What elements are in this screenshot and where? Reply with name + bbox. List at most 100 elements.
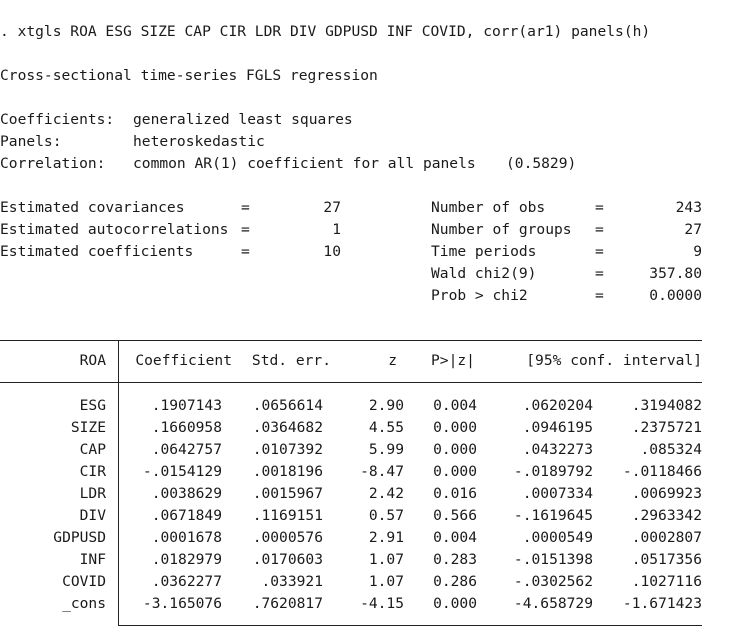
row-variable: INF bbox=[79, 551, 106, 568]
row-ci-low: -.0151398 bbox=[513, 551, 593, 568]
command-line: . xtgls ROA ESG SIZE CAP CIR LDR DIV GDP… bbox=[0, 23, 651, 40]
panels-value: heteroskedastic bbox=[133, 133, 265, 150]
row-std-err: .033921 bbox=[261, 573, 323, 590]
row-p-value: 0.283 bbox=[433, 551, 477, 568]
row-z: 2.42 bbox=[368, 485, 404, 502]
right-stat-eq: = bbox=[595, 221, 604, 238]
row-std-err: .0107392 bbox=[252, 441, 323, 458]
row-std-err: .0015967 bbox=[252, 485, 323, 502]
row-variable: CAP bbox=[79, 441, 106, 458]
left-stat-label: Estimated covariances bbox=[0, 199, 185, 216]
left-stat-label: Estimated autocorrelations bbox=[0, 221, 229, 238]
row-coefficient: .0642757 bbox=[151, 441, 222, 458]
row-std-err: .0018196 bbox=[252, 463, 323, 480]
row-z: -8.47 bbox=[360, 463, 404, 480]
row-ci-high: .3194082 bbox=[631, 397, 702, 414]
row-std-err: .0656614 bbox=[252, 397, 323, 414]
row-coefficient: .0362277 bbox=[151, 573, 222, 590]
row-variable: LDR bbox=[79, 485, 106, 502]
row-p-value: 0.004 bbox=[433, 397, 477, 414]
left-stat-value: 27 bbox=[323, 199, 341, 216]
row-coefficient: .1660958 bbox=[151, 419, 222, 436]
right-stat-label: Number of obs bbox=[431, 199, 546, 216]
row-std-err: .1169151 bbox=[252, 507, 323, 524]
row-z: 5.99 bbox=[368, 441, 404, 458]
row-p-value: 0.004 bbox=[433, 529, 477, 546]
right-stat-value: 357.80 bbox=[649, 265, 702, 282]
row-ci-low: -.0302562 bbox=[513, 573, 593, 590]
row-coefficient: .0038629 bbox=[151, 485, 222, 502]
right-stat-label: Wald chi2(9) bbox=[431, 265, 537, 282]
row-coefficient: -3.165076 bbox=[142, 595, 222, 612]
row-p-value: 0.016 bbox=[433, 485, 477, 502]
row-p-value: 0.000 bbox=[433, 595, 477, 612]
right-stat-value: 27 bbox=[684, 221, 702, 238]
row-ci-low: .0946195 bbox=[522, 419, 593, 436]
row-z: 1.07 bbox=[368, 551, 404, 568]
row-ci-high: .0002807 bbox=[631, 529, 702, 546]
row-ci-high: .2963342 bbox=[631, 507, 702, 524]
z-header: z bbox=[388, 352, 397, 369]
row-std-err: .0000576 bbox=[252, 529, 323, 546]
row-ci-high: .1027116 bbox=[631, 573, 702, 590]
row-p-value: 0.286 bbox=[433, 573, 477, 590]
row-variable: COVID bbox=[62, 573, 106, 590]
depvar-header: ROA bbox=[79, 352, 106, 369]
p-header: P>|z| bbox=[431, 352, 475, 369]
row-ci-low: -.1619645 bbox=[513, 507, 593, 524]
row-z: 2.90 bbox=[368, 397, 404, 414]
row-ci-low: .0620204 bbox=[522, 397, 593, 414]
left-stat-value: 1 bbox=[332, 221, 341, 238]
row-z: 2.91 bbox=[368, 529, 404, 546]
right-stat-value: 9 bbox=[693, 243, 702, 260]
left-stat-label: Estimated coefficients bbox=[0, 243, 194, 260]
se-header: Std. err. bbox=[251, 352, 331, 369]
row-p-value: 0.000 bbox=[433, 419, 477, 436]
coef-header: Coefficient bbox=[135, 352, 232, 369]
regression-title: Cross-sectional time-series FGLS regress… bbox=[0, 67, 378, 84]
row-std-err: .0364682 bbox=[252, 419, 323, 436]
row-ci-high: .0517356 bbox=[631, 551, 702, 568]
right-stat-eq: = bbox=[595, 199, 604, 216]
row-coefficient: .1907143 bbox=[151, 397, 222, 414]
row-z: 1.07 bbox=[368, 573, 404, 590]
correlation-label: Correlation: bbox=[0, 155, 106, 172]
row-ci-low: .0007334 bbox=[522, 485, 593, 502]
ci-header: [95% conf. interval] bbox=[526, 352, 702, 369]
row-p-value: 0.000 bbox=[433, 441, 477, 458]
table-header-rule bbox=[0, 382, 702, 383]
table-column-divider bbox=[118, 340, 119, 626]
row-ci-low: .0432273 bbox=[522, 441, 593, 458]
row-p-value: 0.000 bbox=[433, 463, 477, 480]
row-p-value: 0.566 bbox=[433, 507, 477, 524]
correlation-rho: (0.5829) bbox=[506, 155, 577, 172]
row-ci-high: .0069923 bbox=[631, 485, 702, 502]
row-coefficient: -.0154129 bbox=[142, 463, 222, 480]
right-stat-label: Time periods bbox=[431, 243, 537, 260]
table-bottom-rule bbox=[119, 625, 702, 626]
row-variable: ESG bbox=[79, 397, 106, 414]
row-z: -4.15 bbox=[360, 595, 404, 612]
row-ci-low: -.0189792 bbox=[513, 463, 593, 480]
row-coefficient: .0182979 bbox=[151, 551, 222, 568]
left-stat-eq: = bbox=[241, 243, 250, 260]
row-variable: _cons bbox=[62, 595, 106, 612]
right-stat-eq: = bbox=[595, 265, 604, 282]
left-stat-eq: = bbox=[241, 221, 250, 238]
row-ci-high: -1.671423 bbox=[622, 595, 702, 612]
right-stat-eq: = bbox=[595, 243, 604, 260]
row-variable: CIR bbox=[79, 463, 106, 480]
coefficients-value: generalized least squares bbox=[133, 111, 353, 128]
right-stat-value: 0.0000 bbox=[649, 287, 702, 304]
row-z: 4.55 bbox=[368, 419, 404, 436]
left-stat-value: 10 bbox=[323, 243, 341, 260]
right-stat-value: 243 bbox=[675, 199, 702, 216]
row-ci-low: .0000549 bbox=[522, 529, 593, 546]
right-stat-label: Number of groups bbox=[431, 221, 572, 238]
row-ci-high: .2375721 bbox=[631, 419, 702, 436]
panels-label: Panels: bbox=[0, 133, 62, 150]
right-stat-label: Prob > chi2 bbox=[431, 287, 528, 304]
row-std-err: .0170603 bbox=[252, 551, 323, 568]
row-variable: SIZE bbox=[70, 419, 106, 436]
row-z: 0.57 bbox=[368, 507, 404, 524]
